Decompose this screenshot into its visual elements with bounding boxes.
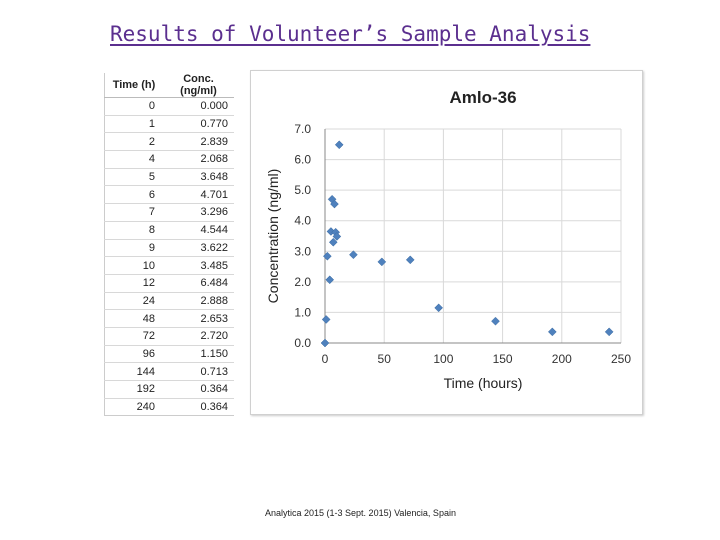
data-point [547, 327, 557, 337]
conc-cell: 2.068 [163, 150, 234, 169]
table-row: 12 6.484 [104, 273, 234, 293]
time-cell: 24 [104, 291, 163, 310]
table-row: 240 0.364 [104, 397, 234, 416]
x-tick-label: 150 [493, 352, 513, 366]
data-table: Time (h) Conc. (ng/ml) 0 0.000 1 0.770 2 2.83… [104, 73, 234, 417]
table-row: 48 2.653 [104, 309, 234, 328]
conc-cell: 0.364 [163, 397, 234, 416]
data-point [332, 232, 342, 241]
data-point [491, 316, 500, 326]
time-cell: 7 [104, 203, 163, 222]
data-point [334, 140, 344, 150]
time-cell: 240 [104, 397, 163, 416]
conc-cell: 4.544 [163, 220, 234, 239]
conc-cell: 1.150 [163, 344, 234, 363]
conc-cell: 2.653 [163, 309, 234, 328]
x-tick-label: 100 [433, 352, 453, 366]
time-cell: 4 [104, 150, 163, 169]
y-tick-label: 5.0 [294, 183, 311, 197]
data-point [434, 303, 444, 313]
table-row: 192 0.364 [104, 380, 234, 399]
time-cell: 8 [104, 220, 163, 239]
data-point [377, 257, 387, 267]
conc-cell: 3.648 [163, 167, 234, 186]
data-point [321, 315, 331, 324]
table-row: 24 2.888 [104, 291, 234, 310]
conc-cell: 0.770 [163, 114, 234, 133]
y-tick-label: 7.0 [294, 122, 311, 136]
table-row: 10 3.485 [104, 256, 234, 275]
table-row: 4 2.068 [104, 150, 234, 169]
y-tick-label: 0.0 [294, 336, 311, 350]
conc-cell: 0.000 [163, 97, 234, 116]
table-row: 96 1.150 [104, 344, 234, 363]
conc-cell: 2.888 [163, 291, 234, 310]
data-point [604, 327, 614, 337]
y-axis-title: Concentration (ng/ml) [265, 169, 281, 304]
data-point [323, 251, 332, 261]
scatter-chart: 0 50 100 150 200 250 0.0 1.0 2.0 3.0 4.0 5.0 6.0 7.0 A… [265, 88, 631, 391]
data-point [320, 338, 330, 348]
conc-cell: 4.701 [163, 185, 234, 204]
column-header-time: Time (h) [104, 73, 163, 98]
table-row: 6 4.701 [104, 185, 234, 204]
time-cell: 12 [104, 273, 163, 293]
conc-cell: 0.713 [163, 362, 234, 381]
data-point [349, 250, 358, 260]
table-row: 72 2.720 [104, 326, 234, 346]
x-tick-label: 0 [322, 352, 329, 366]
time-cell: 72 [104, 326, 163, 346]
time-cell: 6 [104, 185, 163, 204]
time-cell: 2 [104, 132, 163, 151]
conc-cell: 2.839 [163, 132, 234, 151]
table-row: 1 0.770 [104, 114, 234, 133]
time-cell: 5 [104, 167, 163, 186]
conc-cell: 3.485 [163, 256, 234, 275]
conc-cell: 6.484 [163, 273, 234, 293]
time-cell: 144 [104, 362, 163, 381]
conc-cell: 2.720 [163, 326, 234, 346]
data-point [405, 255, 415, 265]
conc-cell: 0.364 [163, 380, 234, 399]
y-tick-label: 1.0 [294, 305, 311, 319]
footer-text: Analytica 2015 (1-3 Sept. 2015) Valencia… [265, 508, 456, 518]
conc-cell: 3.296 [163, 203, 234, 222]
x-tick-label: 250 [611, 352, 631, 366]
table-row: 7 3.296 [104, 203, 234, 222]
time-cell: 96 [104, 344, 163, 363]
column-header-conc: Conc. (ng/ml) [163, 73, 234, 98]
time-cell: 192 [104, 380, 163, 399]
table-header-row: Time (h) Conc. (ng/ml) [104, 73, 234, 98]
time-cell: 1 [104, 114, 163, 133]
table-row: 144 0.713 [104, 362, 234, 381]
x-axis-title: Time (hours) [444, 375, 523, 391]
table-row: 2 2.839 [104, 132, 234, 151]
table-row: 8 4.544 [104, 220, 234, 239]
data-point [325, 275, 335, 285]
x-tick-label: 200 [552, 352, 572, 366]
table-row: 9 3.622 [104, 238, 234, 257]
x-tick-label: 50 [378, 352, 392, 366]
y-tick-label: 3.0 [294, 244, 311, 258]
time-cell: 48 [104, 309, 163, 328]
time-cell: 9 [104, 238, 163, 257]
y-tick-label: 4.0 [294, 214, 311, 228]
chart-title: Amlo-36 [449, 88, 516, 107]
chart-frame: 0 50 100 150 200 250 0.0 1.0 2.0 3.0 4.0 5.0 6.0 7.0 A… [250, 70, 643, 415]
table-row: 5 3.648 [104, 167, 234, 186]
y-tick-label: 2.0 [294, 275, 311, 289]
slide-title: Results of Volunteer’s Sample Analysis [110, 22, 591, 46]
time-cell: 10 [104, 256, 163, 275]
data-point [330, 199, 339, 209]
time-cell: 0 [104, 97, 163, 116]
conc-cell: 3.622 [163, 238, 234, 257]
table-row: 0 0.000 [104, 97, 234, 116]
y-tick-label: 6.0 [294, 153, 311, 167]
data-point [328, 237, 338, 247]
